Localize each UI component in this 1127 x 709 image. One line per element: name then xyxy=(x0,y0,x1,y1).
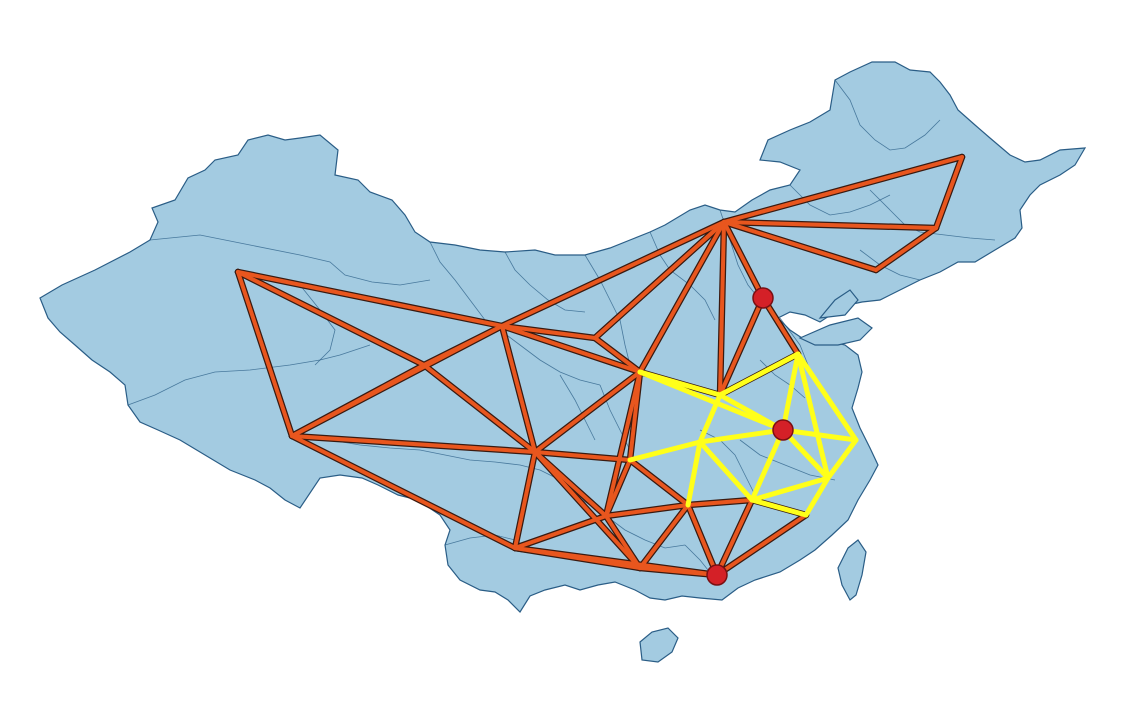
trunk-route xyxy=(628,370,642,462)
province-boundary xyxy=(739,439,836,481)
trunk-route xyxy=(722,155,964,224)
province-boundary xyxy=(504,251,586,313)
regional-route xyxy=(717,351,801,398)
trunk-route xyxy=(236,270,426,367)
hainan-island xyxy=(639,627,679,663)
trunk-route xyxy=(604,458,632,518)
major-city-markers xyxy=(706,287,794,586)
trunk-route xyxy=(290,434,537,454)
trunk-route xyxy=(290,434,517,550)
province-boundary xyxy=(559,374,596,441)
province-boundary xyxy=(149,234,431,286)
trunk-route xyxy=(604,503,690,518)
city-marker[interactable] xyxy=(772,419,794,441)
regional-route xyxy=(697,439,755,503)
province-boundary xyxy=(859,249,921,281)
trunk-route xyxy=(500,324,597,340)
regional-route xyxy=(685,439,703,508)
trunk-route xyxy=(533,370,642,454)
taiwan-island xyxy=(837,539,867,601)
trunk-route xyxy=(934,155,964,230)
trunk-route xyxy=(715,498,754,577)
trunk-route xyxy=(236,270,294,438)
trunk-route xyxy=(604,370,642,518)
regional-route xyxy=(627,439,703,463)
country-landmass xyxy=(39,61,1087,663)
trunk-route xyxy=(874,226,938,272)
trunk-route xyxy=(422,324,504,367)
trunk-route xyxy=(722,220,878,272)
trunk-route xyxy=(513,450,537,550)
trunk-route xyxy=(513,514,608,550)
trunk-route xyxy=(604,514,642,570)
trunk-route xyxy=(500,324,537,454)
trunk-route xyxy=(718,220,726,397)
regional-route xyxy=(803,475,831,518)
province-boundary xyxy=(499,329,601,386)
province-boundary xyxy=(834,79,941,151)
regional-route xyxy=(749,427,786,503)
trunk-route xyxy=(722,220,765,300)
trunk-route xyxy=(236,270,504,328)
trunk-route xyxy=(500,220,726,328)
liaodong-peninsula xyxy=(818,289,859,319)
regional-route xyxy=(717,392,786,433)
regional-route xyxy=(780,351,801,433)
regional-route xyxy=(749,497,809,518)
city-marker[interactable] xyxy=(752,287,774,309)
trunk-route xyxy=(533,450,642,570)
province-boundary xyxy=(299,284,336,366)
trunk-railway-network xyxy=(234,153,966,579)
regional-railway-network xyxy=(627,351,859,518)
regional-route xyxy=(697,427,786,445)
trunk-route xyxy=(593,336,642,374)
trunk-route xyxy=(422,363,537,454)
province-boundary xyxy=(699,429,756,496)
trunk-route xyxy=(718,296,765,397)
shandong-peninsula xyxy=(798,317,873,346)
trunk-route xyxy=(722,220,938,230)
trunk-route xyxy=(715,513,808,577)
regional-route xyxy=(780,427,831,481)
trunk-route xyxy=(533,450,632,462)
regional-route xyxy=(637,369,786,433)
trunk-route xyxy=(593,220,726,340)
regional-route xyxy=(825,437,859,481)
trunk-route xyxy=(638,566,719,577)
regional-route xyxy=(697,392,723,445)
province-boundary xyxy=(604,514,686,549)
province-boundary xyxy=(584,254,631,366)
province-boundary xyxy=(127,344,371,406)
trunk-route xyxy=(686,498,754,507)
trunk-route xyxy=(500,324,642,374)
trunk-route xyxy=(638,503,690,570)
trunk-route xyxy=(686,503,719,577)
province-boundary xyxy=(869,189,996,241)
trunk-route xyxy=(761,296,800,356)
regional-route xyxy=(795,351,831,481)
trunk-route xyxy=(638,220,726,374)
regional-route xyxy=(749,475,831,503)
province-boundary xyxy=(419,449,541,471)
regional-route xyxy=(795,351,859,443)
trunk-route xyxy=(628,458,690,507)
city-marker[interactable] xyxy=(706,564,728,586)
